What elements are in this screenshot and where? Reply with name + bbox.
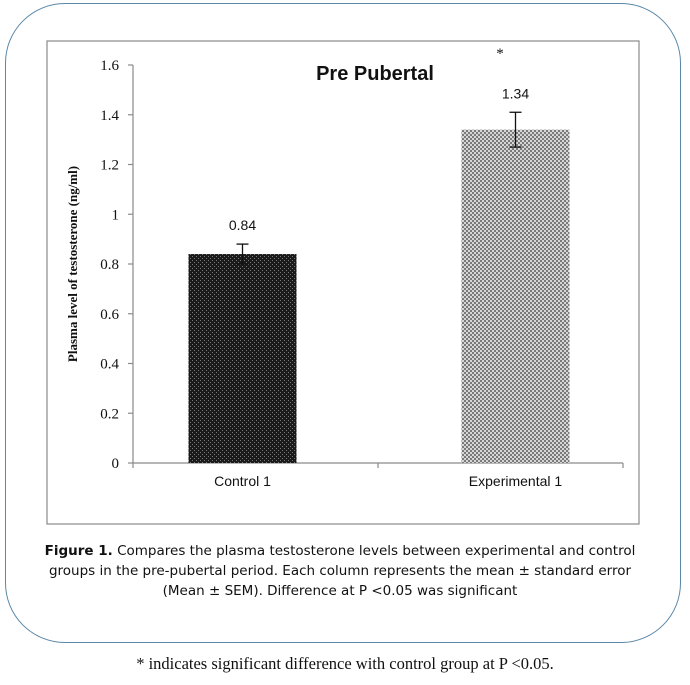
y-tick-label: 1 (112, 207, 120, 223)
data-label: 0.84 (229, 217, 256, 233)
y-tick-label: 0.6 (100, 307, 119, 323)
x-tick-label: Experimental 1 (469, 473, 563, 489)
significance-marker: * (496, 46, 504, 62)
footnote: * indicates significant difference with … (136, 654, 554, 673)
caption-text: Compares the plasma testosterone levels … (48, 543, 636, 599)
y-tick-label: 0.4 (100, 357, 119, 373)
figure-caption: Figure 1. Compares the plasma testostero… (40, 541, 640, 601)
bars: 0.84 1.34 (188, 85, 570, 464)
chart-title: Pre Pubertal (316, 63, 434, 85)
bar (461, 129, 570, 464)
y-tick-label: 0.2 (100, 406, 119, 422)
y-tick-label: 1.4 (100, 108, 119, 124)
y-tick-label: 0 (112, 456, 120, 472)
bar (188, 254, 297, 463)
data-label: 1.34 (502, 85, 529, 101)
caption-label: Figure 1. (44, 543, 113, 559)
y-tick-label: 0.8 (100, 257, 119, 273)
y-axis: 0 0.2 0.4 0.6 0.8 1 1.2 1.4 1.6 (100, 58, 134, 472)
x-tick-label: Control 1 (214, 473, 271, 489)
y-tick-label: 1.6 (100, 58, 119, 74)
y-axis-label: Plasma level of testosterone (ng/ml) (65, 166, 80, 362)
y-tick-label: 1.2 (100, 158, 119, 174)
